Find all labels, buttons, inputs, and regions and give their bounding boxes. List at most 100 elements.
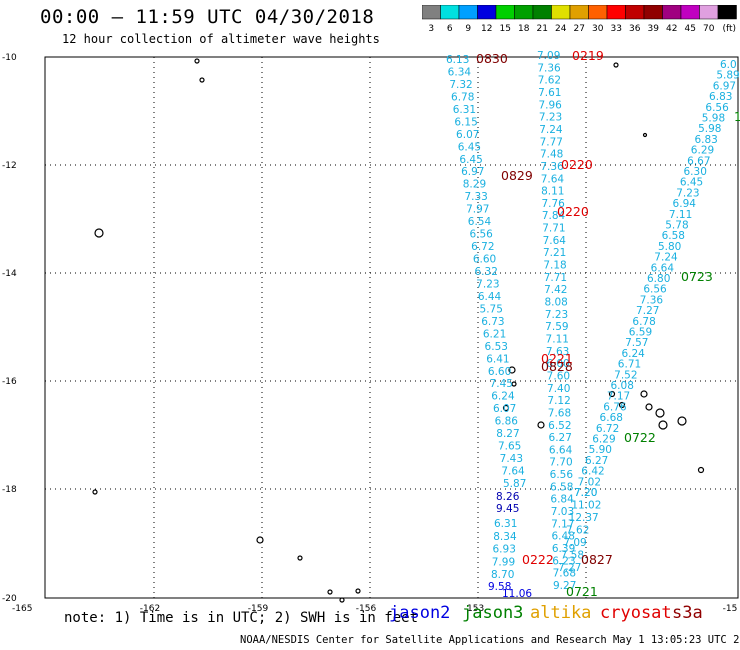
track-b-value: 6.23: [552, 555, 575, 567]
track-a-value: 6.13: [446, 54, 469, 66]
track-a-value: 6.78: [451, 91, 474, 103]
colorbar-label: 24: [555, 24, 567, 34]
track-b-value: 7.71: [544, 272, 567, 284]
island-outline: [618, 401, 626, 409]
track-b-value: 7.58: [561, 550, 584, 562]
track-c-value: 6.56: [705, 102, 729, 114]
map-title: 00:00 – 11:59 UTC 04/30/2018: [40, 6, 375, 28]
track-a-value: 8.34: [493, 531, 517, 543]
lat-tick-label: -20: [2, 594, 17, 604]
island-outline: [613, 62, 619, 68]
lon-tick-label: -156: [356, 604, 377, 614]
track-a-value: 6.07: [456, 129, 479, 141]
track-b-value: 6.52: [548, 420, 571, 432]
lat-tick-label: -18: [2, 485, 17, 495]
track-a-value: 7.23: [476, 278, 499, 290]
track-a-value: 9.45: [496, 503, 519, 515]
pass-time-label: 0830: [476, 51, 508, 66]
lat-tick-label: -16: [2, 377, 17, 387]
pass-time-label: 0219: [572, 48, 604, 63]
track-b-value: 6.27: [549, 432, 572, 444]
track-c-value: 7.23: [676, 187, 699, 199]
track-b-value: 7.20: [574, 487, 597, 499]
track-c-value: 6.30: [684, 166, 707, 178]
track-c-value: 6.76: [603, 401, 627, 413]
track-b-value: 7.24: [539, 124, 563, 136]
track-c-value: 7.11: [669, 209, 692, 221]
colorbar-label: 21: [537, 24, 548, 34]
track-c-value: 5.89: [716, 70, 739, 82]
colorbar-swatch: [717, 5, 737, 20]
track-a-value: 7.33: [464, 191, 487, 203]
track-b-value: 7.11: [546, 333, 569, 345]
colorbar-label: 45: [685, 24, 696, 34]
note-text: note: 1) Time is in UTC; 2) SWH is in fe…: [64, 610, 419, 626]
track-a-value: 5.87: [503, 478, 526, 490]
pass-time-label: 0222: [522, 552, 554, 567]
track-c-value: 6.58: [662, 230, 685, 242]
island-outline: [697, 466, 705, 474]
colorbar-label: 12: [481, 24, 492, 34]
pass-time-label: 0723: [681, 269, 713, 284]
track-a-value: 6.41: [486, 353, 509, 365]
track-c-value: 6.29: [691, 145, 714, 157]
colorbar-label: 33: [611, 24, 622, 34]
pass-time-label: 0828: [541, 359, 573, 374]
lat-tick-label: -14: [2, 269, 17, 279]
track-c-value: 6.67: [687, 155, 710, 167]
island-outline: [640, 390, 648, 398]
colorbar-label: 70: [703, 24, 715, 34]
island-outline: [502, 404, 510, 412]
track-b-value: 7.62: [538, 75, 561, 87]
lon-tick-label: -165: [12, 604, 32, 614]
track-c-value: 6.72: [596, 423, 619, 435]
track-c-value: 7.02: [578, 476, 601, 488]
track-c-value: 5.98: [698, 123, 721, 135]
track-a-value: 6.32: [475, 266, 498, 278]
track-b-value: 7.36: [540, 161, 564, 173]
track-c-value: 6.83: [709, 91, 732, 103]
track-b-value: 7.60: [547, 370, 570, 382]
track-c-value: 6.27: [585, 455, 608, 467]
track-a-value: 6.45: [459, 154, 482, 166]
colorbar-label: 3: [428, 24, 434, 34]
colorbar-label: 9: [465, 24, 471, 34]
legend-item-s3a: s3a: [672, 603, 703, 623]
track-b-value: 7.77: [540, 136, 563, 148]
track-a-value: 7.32: [449, 79, 472, 91]
track-b-value: 7.27: [558, 562, 581, 574]
track-b-value: 7.23: [545, 309, 568, 321]
track-a-value: 7.64: [501, 466, 525, 478]
track-c-value: 7.24: [654, 252, 678, 264]
track-c-value: 6.68: [600, 412, 623, 424]
track-b-value: 7.23: [539, 112, 562, 124]
track-c-value: 7.27: [636, 305, 659, 317]
track-a-value: 7.43: [500, 453, 523, 465]
pass-time-label: 0722: [624, 430, 656, 445]
track-a-value: 7.45: [490, 378, 513, 390]
track-a-value: 7.99: [492, 556, 515, 568]
island-outline: [199, 77, 205, 83]
track-b-value: 7.61: [538, 87, 561, 99]
track-a-value: 8.26: [496, 491, 520, 503]
track-a-value: 6.86: [495, 416, 519, 428]
track-c-value: 5.80: [658, 241, 681, 253]
colorbar-label: 42: [666, 24, 677, 34]
track-b-value: 7.70: [549, 457, 572, 469]
track-a-value: 6.07: [493, 403, 516, 415]
track-a-value: 6.54: [468, 216, 492, 228]
track-b-value: 7.21: [543, 247, 566, 259]
track-a-value: 9.58: [488, 581, 511, 593]
track-b-value: 6.48: [552, 531, 575, 543]
track-a-value: 6.31: [453, 104, 476, 116]
track-c-value: 6.97: [713, 80, 736, 92]
track-a-value: 7.97: [466, 204, 489, 216]
colorbar-label: 6: [447, 24, 453, 34]
track-c-value: 6.78: [632, 316, 655, 328]
track-b-value: 8.08: [544, 297, 567, 309]
pass-time-label: 0220: [557, 204, 589, 219]
island-outline: [256, 536, 264, 544]
lon-tick-label: -15: [723, 604, 738, 614]
island-outline: [642, 132, 648, 138]
colorbar-label: 18: [518, 24, 530, 34]
